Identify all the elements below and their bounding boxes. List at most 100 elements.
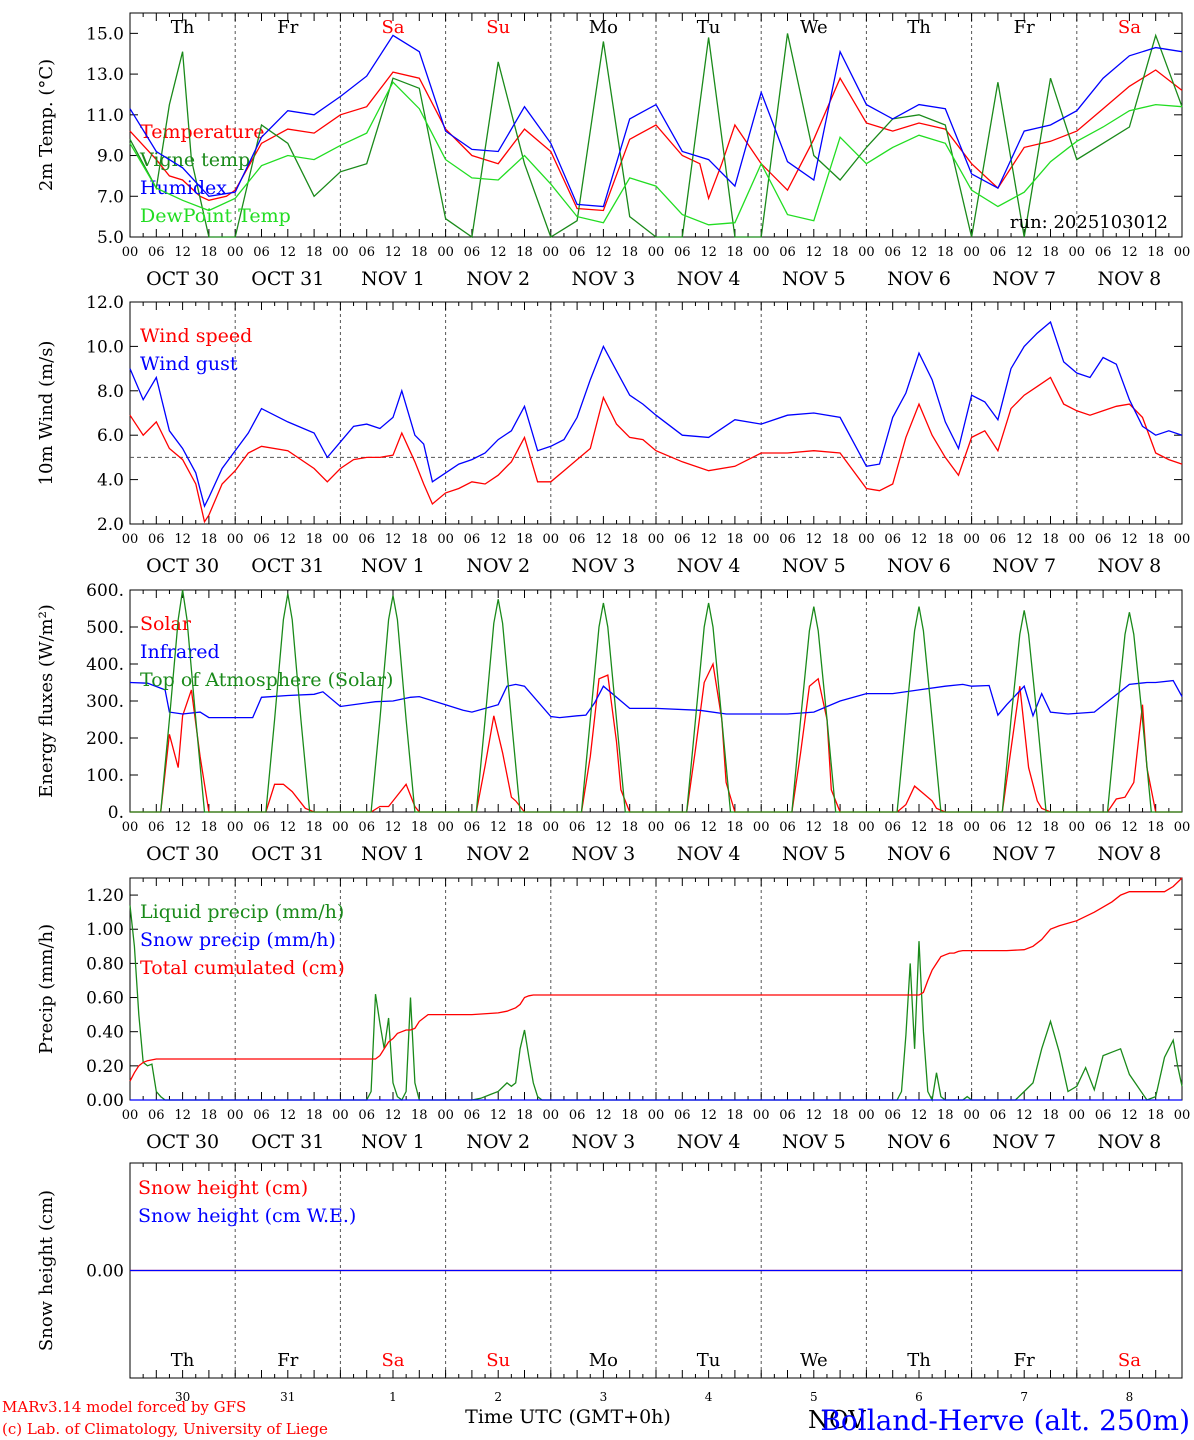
hour-tick-label: 00 bbox=[963, 1108, 980, 1123]
hour-tick-label: 18 bbox=[832, 532, 849, 547]
day-abbrev: Sa bbox=[381, 1350, 404, 1371]
hour-tick-label: 00 bbox=[1174, 245, 1191, 260]
hour-tick-label: 12 bbox=[700, 1108, 717, 1123]
hour-tick-label: 12 bbox=[385, 245, 402, 260]
hour-tick-label: 00 bbox=[648, 245, 665, 260]
hour-tick-label: 00 bbox=[858, 1108, 875, 1123]
hour-tick-label: 00 bbox=[122, 820, 139, 835]
y-tick-label: 8.0 bbox=[97, 382, 124, 402]
hour-tick-label: 12 bbox=[385, 532, 402, 547]
hour-tick-label: 18 bbox=[832, 820, 849, 835]
day-abbrev: Th bbox=[171, 17, 195, 38]
hour-tick-label: 06 bbox=[464, 820, 481, 835]
day-abbrev: Th bbox=[171, 1350, 195, 1371]
hour-tick-label: 06 bbox=[358, 820, 375, 835]
date-label: NOV 7 bbox=[992, 555, 1056, 577]
date-label: OCT 30 bbox=[146, 1131, 219, 1153]
y-tick-label: 200. bbox=[86, 729, 124, 749]
hour-tick-label: 18 bbox=[1042, 820, 1059, 835]
hour-tick-label: 06 bbox=[1095, 1108, 1112, 1123]
hour-tick-label: 00 bbox=[1069, 820, 1086, 835]
hour-tick-label: 12 bbox=[490, 1108, 507, 1123]
date-label: NOV 1 bbox=[361, 268, 425, 290]
hour-tick-label: 12 bbox=[174, 532, 191, 547]
hour-tick-label: 12 bbox=[911, 1108, 928, 1123]
date-label: NOV 3 bbox=[572, 555, 636, 577]
hour-tick-label: 00 bbox=[122, 1108, 139, 1123]
date-label: NOV 1 bbox=[361, 555, 425, 577]
panels: 5.0 7.0 9.0 11.0 13.0 15.0 2m Temp. (°C) Temper… bbox=[36, 12, 1191, 1404]
hour-tick-label: 18 bbox=[1042, 245, 1059, 260]
hour-tick-label: 06 bbox=[1095, 245, 1112, 260]
y-tick-label: 0. bbox=[108, 803, 124, 823]
panel-4: 0.00 0.20 0.40 0.60 0.80 1.00 1.20 Precip (mm/h… bbox=[36, 877, 1190, 1153]
day-abbrev: We bbox=[800, 17, 828, 38]
hour-tick-label: 12 bbox=[385, 820, 402, 835]
hour-tick-label: 06 bbox=[464, 532, 481, 547]
hour-tick-label: 12 bbox=[700, 245, 717, 260]
legend-entry: Solar bbox=[140, 613, 192, 635]
date-label: NOV 8 bbox=[1098, 843, 1162, 865]
date-label: NOV 4 bbox=[677, 268, 741, 290]
day-abbrev: Sa bbox=[1118, 17, 1141, 38]
hour-tick-label: 12 bbox=[385, 1108, 402, 1123]
legend-entry: Wind gust bbox=[140, 353, 238, 375]
hour-tick-label: 06 bbox=[569, 820, 586, 835]
model-credit-line1: MARv3.14 model forced by GFS bbox=[2, 1398, 246, 1416]
hour-tick-label: 06 bbox=[990, 245, 1007, 260]
hour-tick-label: 18 bbox=[306, 532, 323, 547]
y-tick-label: 0.00 bbox=[86, 1091, 124, 1111]
hour-tick-label: 06 bbox=[464, 1108, 481, 1123]
panel-5: 0.00 Snow height (cm) Snow height (cm) Snow… bbox=[36, 1162, 1183, 1404]
hour-tick-label: 18 bbox=[937, 245, 954, 260]
y-tick-label: 5.0 bbox=[97, 228, 124, 248]
hour-tick-label: 12 bbox=[490, 245, 507, 260]
hour-tick-label: 00 bbox=[122, 532, 139, 547]
y-axis-label: 2m Temp. (°C) bbox=[36, 59, 57, 191]
date-label: NOV 7 bbox=[992, 268, 1056, 290]
date-label: NOV 5 bbox=[782, 1131, 846, 1153]
hour-tick-label: 12 bbox=[174, 245, 191, 260]
hour-tick-label: 18 bbox=[201, 532, 218, 547]
hour-tick-label: 18 bbox=[832, 245, 849, 260]
hour-tick-label: 00 bbox=[227, 532, 244, 547]
hour-tick-label: 00 bbox=[1174, 532, 1191, 547]
hour-tick-label: 00 bbox=[753, 1108, 770, 1123]
hour-tick-label: 00 bbox=[543, 532, 560, 547]
hour-tick-label: 06 bbox=[358, 245, 375, 260]
hour-tick-label: 00 bbox=[858, 532, 875, 547]
hour-tick-label: 06 bbox=[253, 532, 270, 547]
hour-tick-label: 12 bbox=[1016, 245, 1033, 260]
hour-tick-label: 18 bbox=[411, 245, 428, 260]
date-label: NOV 4 bbox=[677, 1131, 741, 1153]
hour-tick-label: 06 bbox=[148, 532, 165, 547]
legend-entry: Top of Atmosphere (Solar) bbox=[140, 669, 393, 691]
day-abbrev: Sa bbox=[381, 17, 404, 38]
hour-tick-label: 18 bbox=[937, 532, 954, 547]
series-total-cumulated-cm- bbox=[129, 877, 1183, 1082]
hour-tick-label: 00 bbox=[753, 820, 770, 835]
hour-tick-label: 06 bbox=[569, 1108, 586, 1123]
hour-tick-label: 12 bbox=[806, 820, 823, 835]
legend-entry: Snow precip (mm/h) bbox=[140, 929, 336, 951]
hour-tick-label: 06 bbox=[253, 1108, 270, 1123]
hour-tick-label: 00 bbox=[227, 1108, 244, 1123]
date-label: NOV 2 bbox=[466, 268, 530, 290]
date-label: NOV 6 bbox=[887, 555, 951, 577]
date-label: NOV 5 bbox=[782, 268, 846, 290]
hour-tick-label: 00 bbox=[648, 532, 665, 547]
hour-tick-label: 06 bbox=[148, 245, 165, 260]
location-label: Bolland-Herve (alt. 250m) bbox=[820, 1404, 1190, 1437]
hour-tick-label: 06 bbox=[674, 1108, 691, 1123]
y-tick-label: 100. bbox=[86, 766, 124, 786]
y-tick-label: 500. bbox=[86, 618, 124, 638]
hour-tick-label: 12 bbox=[911, 820, 928, 835]
hour-tick-label: 18 bbox=[306, 820, 323, 835]
day-abbrev: Fr bbox=[277, 17, 298, 38]
date-label: OCT 31 bbox=[251, 843, 324, 865]
hour-tick-label: 18 bbox=[411, 532, 428, 547]
date-label: OCT 30 bbox=[146, 555, 219, 577]
hour-tick-label: 06 bbox=[1095, 532, 1112, 547]
